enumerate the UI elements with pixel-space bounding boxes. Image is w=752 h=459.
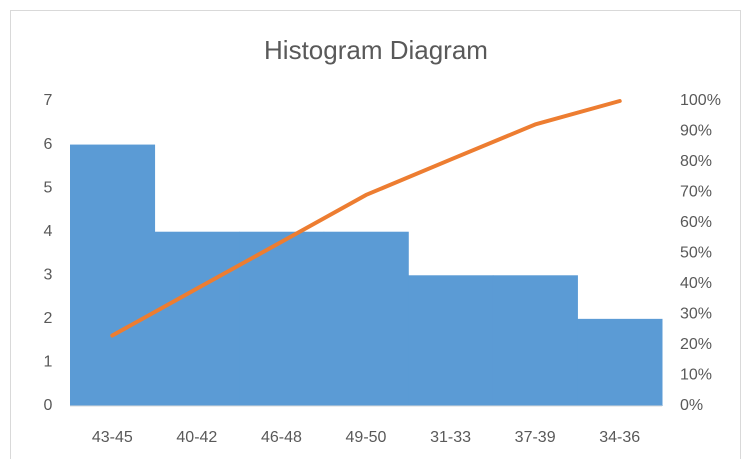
- y-tick-label: 5: [44, 179, 53, 196]
- y-tick-label: 2: [44, 310, 53, 327]
- y-tick-label: 7: [44, 92, 53, 109]
- y2-tick-label: 10%: [680, 367, 712, 384]
- bar: [408, 275, 494, 406]
- bar: [323, 231, 409, 406]
- y2-tick-label: 20%: [680, 336, 712, 353]
- y-tick-label: 1: [44, 354, 53, 371]
- bar: [239, 231, 325, 406]
- y2-tick-label: 50%: [680, 245, 712, 262]
- y2-tick-label: 60%: [680, 214, 712, 231]
- bar: [70, 144, 156, 407]
- y2-tick-label: 70%: [680, 184, 712, 201]
- y-tick-label: 0: [44, 397, 53, 414]
- bar: [577, 318, 663, 406]
- bar: [492, 275, 578, 406]
- y2-tick-label: 40%: [680, 275, 712, 292]
- x-tick-label: 40-42: [176, 429, 217, 446]
- y2-tick-label: 30%: [680, 306, 712, 323]
- x-tick-label: 34-36: [599, 429, 640, 446]
- y2-tick-label: 100%: [680, 92, 721, 109]
- x-tick-label: 43-45: [92, 429, 133, 446]
- cumulative-line: [110, 99, 622, 338]
- x-tick-label: 37-39: [515, 429, 556, 446]
- y2-tick-label: 90%: [680, 123, 712, 140]
- y-tick-label: 4: [44, 223, 53, 240]
- x-tick-label: 49-50: [346, 429, 387, 446]
- bar: [154, 231, 240, 406]
- x-tick-label: 46-48: [261, 429, 302, 446]
- y-tick-label: 6: [44, 136, 53, 153]
- y2-tick-label: 0%: [680, 397, 703, 414]
- y-tick-label: 3: [44, 267, 53, 284]
- x-tick-label: 31-33: [430, 429, 471, 446]
- y2-tick-label: 80%: [680, 153, 712, 170]
- chart-title: Histogram Diagram: [264, 35, 488, 65]
